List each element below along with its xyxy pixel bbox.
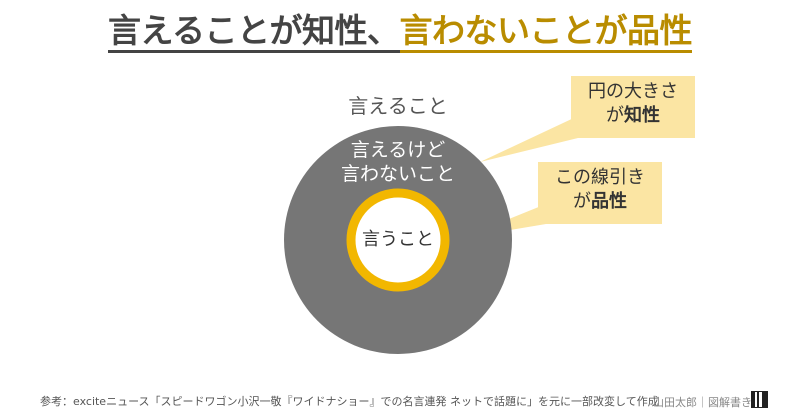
middle-area-label-line2: 言わないこと	[340, 163, 455, 185]
callout-size-prefix: が	[606, 105, 624, 126]
middle-area-label: 言えるけど 言わないこと	[308, 138, 488, 186]
callout-pointer-size	[480, 116, 578, 162]
inner-circle-label: 言うこと	[362, 229, 434, 250]
callout-box-size	[571, 76, 695, 138]
callout-line-keyword: 品性	[591, 191, 627, 212]
callout-boundary-line: この線引き が品性	[538, 166, 662, 214]
title-part-intelligence: 言えることが知性、	[107, 11, 400, 53]
callout-line-line1: この線引き	[555, 167, 645, 188]
inner-ring	[346, 188, 450, 292]
callout-box-line	[538, 162, 662, 224]
source-note: 参考：exciteニュース「スピードワゴン小沢一敬『ワイドナショー』での名言連発…	[40, 395, 659, 408]
callout-size-line1: 円の大きさ	[588, 81, 678, 102]
qr-code-icon	[751, 391, 768, 408]
callout-line-line2: が品性	[538, 190, 662, 214]
middle-area-label-line1: 言えるけど	[350, 139, 446, 161]
title-part-dignity-word: 品性	[627, 11, 693, 53]
outer-circle-label: 言えること	[348, 94, 448, 118]
title-part-dignity: 言わないことが	[399, 11, 627, 53]
callout-circle-size: 円の大きさ が知性	[571, 80, 695, 128]
page-title: 言えることが知性、言わないことが品性	[0, 4, 800, 53]
callout-size-line2: が知性	[571, 104, 695, 128]
callout-size-keyword: 知性	[624, 105, 660, 126]
author-credit: 山田太郎｜図解書き	[653, 396, 752, 409]
callout-line-prefix: が	[573, 191, 591, 212]
